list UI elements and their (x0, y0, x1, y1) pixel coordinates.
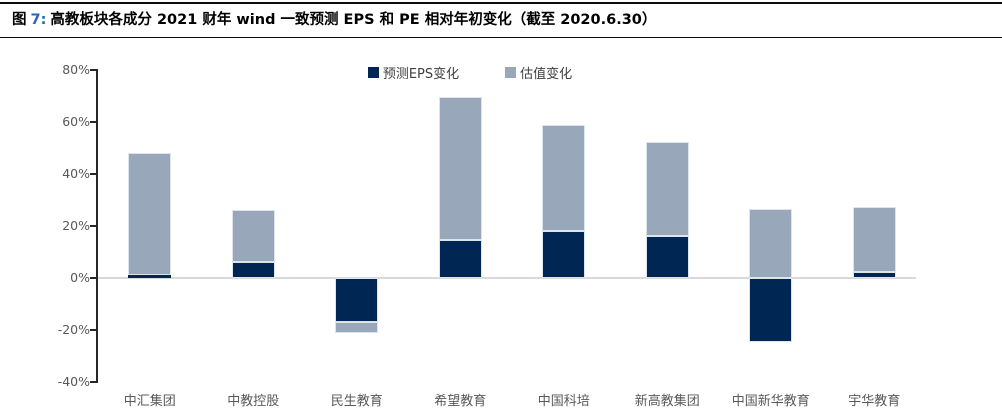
y-tick-mark (90, 329, 96, 331)
bar-segment-valuation (335, 322, 379, 333)
y-tick-mark (90, 381, 96, 383)
zero-gridline (98, 277, 916, 279)
x-axis-label: 中国科培 (537, 394, 590, 409)
x-axis-label: 新高教集团 (634, 394, 700, 409)
bar-segment-eps (542, 231, 586, 278)
x-axis-label: 宇华教育 (848, 394, 901, 409)
legend-label: 估值变化 (520, 67, 573, 82)
bar-segment-eps (749, 278, 793, 342)
y-tick-label: -40% (57, 374, 90, 389)
y-tick-mark (90, 225, 96, 227)
bar-segment-valuation (749, 209, 793, 278)
figure-title: 高教板块各成分 2021 财年 wind 一致预测 EPS 和 PE 相对年初变… (50, 12, 657, 28)
bar-segment-eps (645, 236, 689, 278)
chart-legend: 预测EPS变化 估值变化 (0, 63, 940, 82)
figure-number: 7: (30, 12, 47, 28)
legend-item-valuation: 估值变化 (505, 63, 572, 82)
legend-swatch-valuation-icon (505, 67, 517, 78)
bar-segment-valuation (645, 141, 689, 237)
y-axis-line (96, 69, 98, 383)
bar-segment-eps (852, 271, 896, 278)
bar-segment-valuation (852, 206, 896, 272)
bar-segment-valuation (128, 153, 172, 276)
x-axis-label: 中国新华教育 (731, 394, 810, 409)
bar-segment-eps (231, 262, 275, 278)
legend-swatch-eps-icon (367, 67, 379, 78)
y-tick-mark (90, 277, 96, 279)
y-tick-label: -20% (57, 322, 90, 337)
x-axis-label: 中教控股 (227, 394, 280, 409)
bar-segment-eps (335, 278, 379, 323)
bar-segment-eps (438, 240, 482, 278)
y-tick-label: 0% (70, 270, 90, 285)
x-axis-label: 希望教育 (434, 394, 487, 409)
y-tick-mark (90, 121, 96, 123)
x-axis-label: 中汇集团 (123, 394, 176, 409)
legend-label: 预测EPS变化 (382, 67, 460, 82)
y-tick-mark (90, 173, 96, 175)
y-tick-label: 80% (62, 62, 90, 77)
bar-segment-eps (128, 275, 172, 278)
bar-segment-valuation (542, 124, 586, 232)
legend-item-eps: 预测EPS变化 (367, 63, 460, 82)
y-tick-label: 20% (62, 218, 90, 233)
figure-label: 图 (12, 12, 27, 28)
y-tick-label: 40% (62, 166, 90, 181)
bar-segment-valuation (438, 97, 482, 241)
bar-segment-valuation (231, 210, 275, 263)
figure-title-bar: 图 7: 高教板块各成分 2021 财年 wind 一致预测 EPS 和 PE 相对… (0, 2, 1002, 38)
stacked-bar-chart: 预测EPS变化 估值变化 80% 60% 40% 20% 0% -20% -40% 中汇集团 中教… (0, 37, 1002, 417)
y-tick-mark (90, 69, 96, 71)
x-axis-label: 民生教育 (330, 394, 383, 409)
y-tick-label: 60% (62, 114, 90, 129)
